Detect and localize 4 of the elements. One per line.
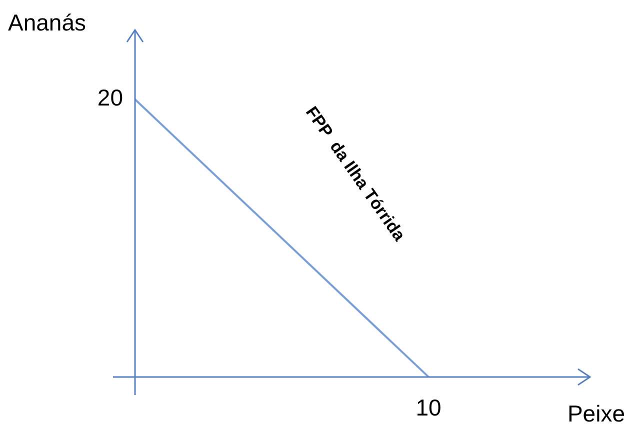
text: 10 <box>416 394 442 420</box>
y-axis-title: Ananás <box>8 9 86 36</box>
x-axis-title: Peixe <box>567 400 625 426</box>
annotation: 20 <box>97 84 124 111</box>
